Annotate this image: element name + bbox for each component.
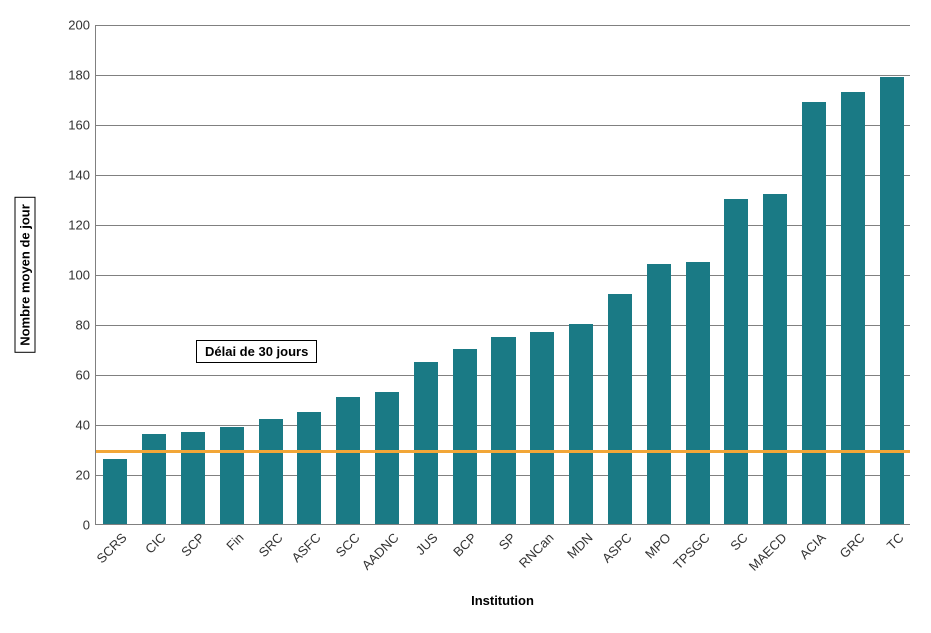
plot-area: 020406080100120140160180200SCRSCICSCPFin… bbox=[95, 25, 910, 525]
bar bbox=[841, 92, 865, 525]
y-tick-label: 60 bbox=[76, 368, 96, 383]
bar bbox=[142, 434, 166, 524]
gridline bbox=[96, 25, 910, 26]
bar bbox=[297, 412, 321, 525]
bar bbox=[569, 324, 593, 524]
bar bbox=[414, 362, 438, 525]
reference-line-label: Délai de 30 jours bbox=[196, 340, 317, 363]
bar bbox=[647, 264, 671, 524]
gridline bbox=[96, 175, 910, 176]
bar bbox=[880, 77, 904, 525]
gridline bbox=[96, 75, 910, 76]
gridline bbox=[96, 325, 910, 326]
y-axis-title: Nombre moyen de jour bbox=[15, 197, 36, 353]
y-tick-label: 200 bbox=[68, 18, 96, 33]
bar bbox=[608, 294, 632, 524]
y-tick-label: 120 bbox=[68, 218, 96, 233]
y-tick-label: 100 bbox=[68, 268, 96, 283]
y-tick-label: 40 bbox=[76, 418, 96, 433]
bar bbox=[802, 102, 826, 525]
bar bbox=[724, 199, 748, 524]
bar bbox=[375, 392, 399, 525]
bar bbox=[259, 419, 283, 524]
bar bbox=[491, 337, 515, 525]
y-tick-label: 180 bbox=[68, 68, 96, 83]
bar bbox=[103, 459, 127, 524]
y-tick-label: 20 bbox=[76, 468, 96, 483]
bar bbox=[336, 397, 360, 525]
reference-line bbox=[96, 450, 910, 453]
bar bbox=[181, 432, 205, 525]
y-tick-label: 80 bbox=[76, 318, 96, 333]
gridline bbox=[96, 225, 910, 226]
y-tick-label: 160 bbox=[68, 118, 96, 133]
chart-container: 020406080100120140160180200SCRSCICSCPFin… bbox=[0, 0, 931, 633]
bar bbox=[220, 427, 244, 525]
bar bbox=[686, 262, 710, 525]
y-tick-label: 140 bbox=[68, 168, 96, 183]
gridline bbox=[96, 125, 910, 126]
bar bbox=[530, 332, 554, 525]
bar bbox=[453, 349, 477, 524]
x-axis-title: Institution bbox=[471, 593, 534, 608]
gridline bbox=[96, 275, 910, 276]
bar bbox=[763, 194, 787, 524]
y-tick-label: 0 bbox=[83, 518, 96, 533]
